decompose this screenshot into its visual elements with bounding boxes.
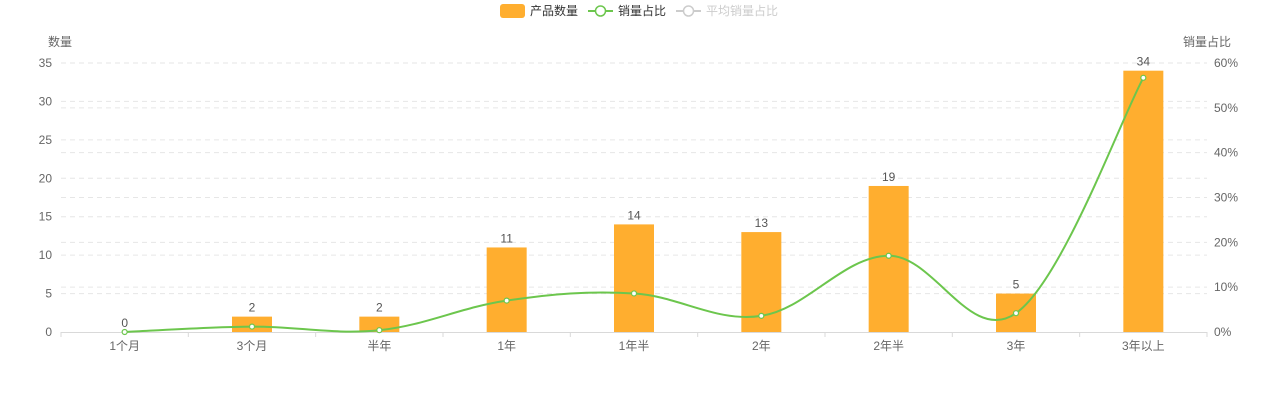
y-right-tick-label: 0% [1214,325,1232,339]
y-left-tick-label: 0 [45,325,52,339]
y-left-axis-title: 数量 [48,34,72,49]
legend-label: 销量占比 [618,3,666,18]
legend-item[interactable]: 销量占比 [588,3,666,18]
line-point [630,290,638,297]
bar-data-label: 2 [249,301,256,315]
y-right-tick-label: 10% [1214,280,1238,294]
bar-data-label: 5 [1013,278,1020,292]
legend-swatch-bar [500,4,525,18]
x-tick-label: 2年半 [873,339,904,353]
y-left-tick-label: 10 [39,248,53,262]
x-tick-label: 2年 [752,339,771,353]
y-left-tick-label: 5 [45,287,52,301]
y-right-axis-title: 销量占比 [1183,34,1231,49]
legend-label: 平均销量占比 [706,3,778,18]
x-tick-label: 半年 [367,339,391,353]
legend-item[interactable]: 平均销量占比 [676,3,778,18]
line-point [376,327,383,334]
bar-data-label: 14 [627,208,641,222]
y-left-tick-label: 20 [39,171,53,185]
y-right-tick-label: 50% [1214,101,1238,115]
grid-lines [61,62,1207,295]
y-right-tick-label: 60% [1214,56,1238,70]
bar-data-label: 0 [121,316,128,330]
y-left-tick-label: 15 [39,210,53,224]
y-right-tick-label: 40% [1214,146,1238,160]
line-point [503,297,510,304]
x-tick-label: 3年 [1007,339,1026,353]
legend-item[interactable]: 产品数量 [500,3,578,18]
bar-data-label: 13 [755,216,769,230]
bar [1123,70,1164,332]
y-right-tick-label: 30% [1214,191,1238,205]
y-left-tick-label: 30 [39,94,53,108]
bar [614,224,654,332]
x-tick-label: 3个月 [237,339,268,353]
line-point [1012,310,1020,317]
legend-swatch-marker [682,5,695,17]
line-point [248,323,256,330]
bar-data-label: 11 [500,231,513,245]
x-tick-label: 1年半 [619,339,650,353]
line-point [885,252,892,259]
line-point [121,328,128,336]
bar [486,247,527,332]
y-left-tick-label: 25 [39,133,53,147]
x-tick-label: 3年以上 [1122,339,1165,353]
bar-series: 0 2 2 11 14 13 19 5 34 [121,55,1164,332]
legend-swatch-marker [594,5,607,17]
bar-data-label: 19 [882,170,896,184]
bar-data-label: 34 [1137,55,1151,69]
legend-label: 产品数量 [530,3,578,18]
bar-data-label: 2 [376,301,383,315]
line-point [1140,74,1147,81]
y-right-tick-label: 20% [1214,235,1238,249]
legend: 产品数量 销量占比 平均销量占比 [500,3,778,18]
line-point [758,312,765,319]
x-tick-label: 1年 [497,339,516,353]
line-series [121,74,1147,336]
x-tick-label: 1个月 [109,339,140,353]
y-left-tick-label: 35 [39,56,53,70]
